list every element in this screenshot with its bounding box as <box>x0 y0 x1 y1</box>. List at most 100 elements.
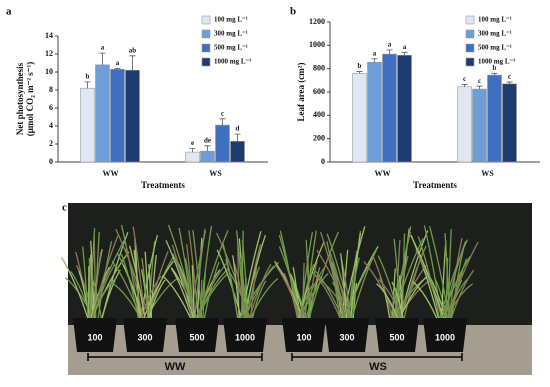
pot-label: 500 <box>189 332 204 342</box>
grass-blade <box>141 260 175 323</box>
legend-swatch <box>465 43 475 53</box>
legend-swatch <box>201 43 211 53</box>
grass-blade <box>340 253 348 323</box>
legend-label: 1000 mg L⁻¹ <box>478 58 515 66</box>
grass-blade <box>148 264 153 323</box>
pot <box>175 318 219 352</box>
grass-blade <box>161 275 193 323</box>
bar <box>80 87 95 163</box>
error-bar <box>401 51 408 56</box>
group-label: WS <box>369 361 387 373</box>
error-bar <box>506 81 513 84</box>
legend-swatch <box>201 29 211 39</box>
bar <box>382 53 397 163</box>
panel-label: b <box>290 6 296 18</box>
pot <box>73 318 117 352</box>
significance-letter: c <box>221 109 224 117</box>
pot <box>223 318 267 352</box>
error-bar <box>461 84 468 87</box>
grass-blade <box>372 255 394 323</box>
grass-blade <box>225 258 239 323</box>
grass-blade <box>141 258 150 323</box>
pot <box>282 318 326 352</box>
grass-blade <box>326 241 342 323</box>
grass-blade <box>394 226 412 323</box>
significance-letter: d <box>236 125 240 133</box>
panel-label: c <box>62 202 67 214</box>
grass-blade <box>193 260 229 323</box>
grass-blade <box>346 257 360 323</box>
y-axis-label: (μmol CO₂ m⁻² s⁻¹) <box>25 62 35 136</box>
grass-blade <box>428 226 451 323</box>
grass-blade <box>128 245 147 323</box>
error-bar <box>204 145 211 152</box>
grass-blade <box>391 281 405 323</box>
bar <box>215 124 230 163</box>
y-tick-label: 1000 <box>309 40 325 49</box>
grass-blade <box>303 230 318 323</box>
grass-blade <box>444 241 479 323</box>
pot-label: 500 <box>389 332 404 342</box>
pot-label: 1000 <box>435 332 455 342</box>
legend-label: 100 mg L⁻¹ <box>214 16 248 24</box>
y-axis-label: Leaf area (cm²) <box>296 62 306 121</box>
grass-blade <box>232 255 241 323</box>
grass-blade <box>193 228 206 323</box>
pot-label: 100 <box>296 332 311 342</box>
legend-label: 500 mg L⁻¹ <box>478 44 512 52</box>
grass-blade <box>250 280 267 323</box>
grass-blade <box>299 232 314 323</box>
grass-blade <box>165 240 196 323</box>
bar <box>95 64 110 163</box>
y-axis-label: Net photosynthesis <box>15 62 25 135</box>
grass-blade <box>91 277 103 323</box>
significance-letter: a <box>403 43 407 51</box>
grass-blade <box>249 267 258 323</box>
y-tick-label: 200 <box>313 133 325 142</box>
bar <box>397 54 412 163</box>
grass-blade <box>82 246 89 323</box>
error-bar <box>129 55 136 71</box>
legend-label: 1000 mg L⁻¹ <box>214 58 251 66</box>
panel-label: a <box>6 6 12 18</box>
grass-blade <box>90 234 119 323</box>
grass-blade <box>307 255 311 323</box>
error-bar <box>371 58 378 63</box>
grass-blade <box>283 272 299 323</box>
grass-blade <box>240 230 244 323</box>
bar <box>367 61 382 163</box>
grass-blade <box>233 262 247 323</box>
y-tick-label: 12 <box>45 49 53 58</box>
grass-blade <box>120 253 140 323</box>
y-tick-label: 0 <box>49 157 53 166</box>
x-axis-label: Treatments <box>141 180 185 190</box>
bar <box>110 69 125 163</box>
y-tick-label: 1200 <box>309 17 325 26</box>
legend-swatch <box>201 15 211 25</box>
error-bar <box>189 148 196 153</box>
pot-label: 300 <box>339 332 354 342</box>
error-bar <box>219 118 226 126</box>
group-bracket <box>87 353 263 361</box>
significance-letter: b <box>358 62 362 70</box>
bar <box>502 83 517 163</box>
grass-blade <box>171 244 193 323</box>
grass-blade <box>350 248 378 323</box>
grass-blade <box>89 228 96 323</box>
group-label: WW <box>165 361 186 373</box>
y-tick-label: 10 <box>45 67 53 76</box>
legend-swatch <box>201 57 211 67</box>
grass-blade <box>377 255 402 323</box>
error-bar <box>234 133 241 142</box>
significance-letter: c <box>463 75 466 83</box>
grass-blade <box>248 278 279 323</box>
grass-blade <box>302 262 305 323</box>
grass-blade <box>411 280 440 323</box>
grass-blade <box>341 226 366 323</box>
grass-blade <box>329 251 350 323</box>
grass-blade <box>143 277 179 323</box>
significance-letter: c <box>478 77 481 85</box>
y-tick-label: 6 <box>49 103 53 112</box>
pot-label: 300 <box>137 332 152 342</box>
